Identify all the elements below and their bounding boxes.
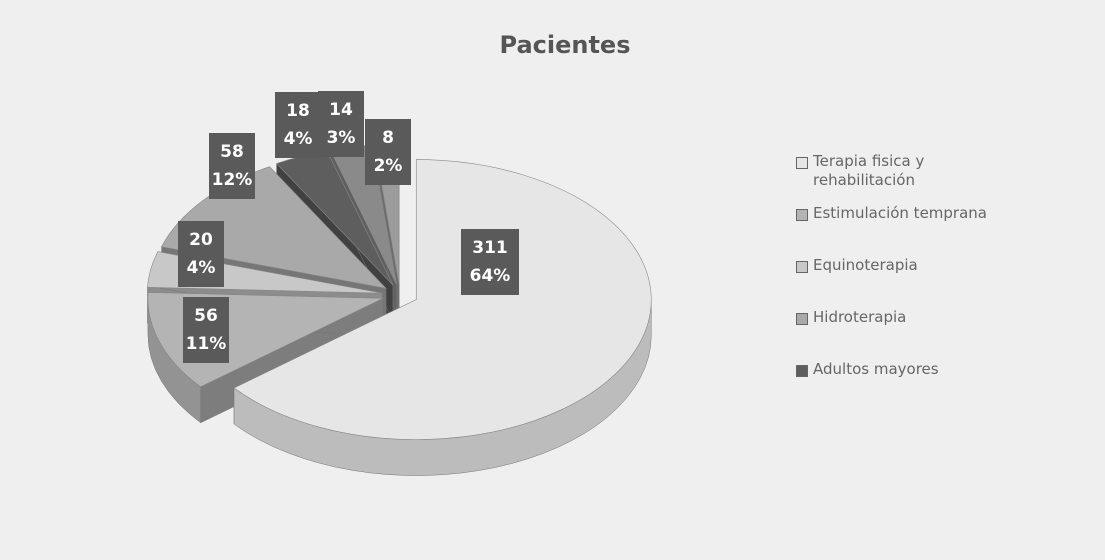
data-label-percent: 12% — [212, 170, 253, 190]
data-label-value: 14 — [329, 100, 353, 120]
data-label-percent: 64% — [470, 266, 511, 286]
legend-label: Terapia fisica y rehabilitación — [813, 152, 925, 189]
data-label-value: 20 — [189, 230, 213, 250]
data-label-value: 56 — [194, 306, 218, 326]
data-label-value: 8 — [382, 128, 394, 148]
legend-swatch — [796, 157, 808, 169]
legend-item: Equinoterapia — [796, 256, 1096, 308]
legend-label: Hidroterapia — [813, 308, 907, 326]
data-label-box — [461, 229, 519, 295]
data-label-box — [365, 119, 411, 185]
legend-swatch — [796, 261, 808, 273]
data-label-box — [275, 92, 321, 158]
legend-item: Terapia fisica y rehabilitación — [796, 152, 1096, 204]
legend-label: Equinoterapia — [813, 256, 918, 274]
legend-item: Adultos mayores — [796, 360, 1096, 412]
data-label-box — [178, 221, 224, 287]
legend-swatch — [796, 365, 808, 377]
data-label-box — [209, 133, 255, 199]
data-label-box — [183, 297, 229, 363]
data-label-percent: 2% — [374, 156, 403, 176]
data-label-percent: 4% — [284, 129, 313, 149]
legend-item: Estimulación temprana — [796, 204, 1096, 256]
data-label-percent: 4% — [187, 258, 216, 278]
legend-item: Hidroterapia — [796, 308, 1096, 360]
chart-title: Pacientes — [500, 31, 631, 59]
data-label-box — [318, 91, 364, 157]
legend-swatch — [796, 209, 808, 221]
data-label-value: 311 — [472, 238, 508, 258]
slice-top — [233, 159, 652, 440]
legend-label: Adultos mayores — [813, 360, 939, 378]
legend-label: Estimulación temprana — [813, 204, 987, 222]
slice — [233, 159, 652, 476]
legend-swatch — [796, 313, 808, 325]
data-label-value: 58 — [220, 142, 244, 162]
data-label-value: 18 — [286, 101, 310, 121]
legend: Terapia fisica y rehabilitación Estimulac… — [796, 152, 1096, 412]
data-label-percent: 3% — [327, 128, 356, 148]
data-label-percent: 11% — [186, 334, 227, 354]
